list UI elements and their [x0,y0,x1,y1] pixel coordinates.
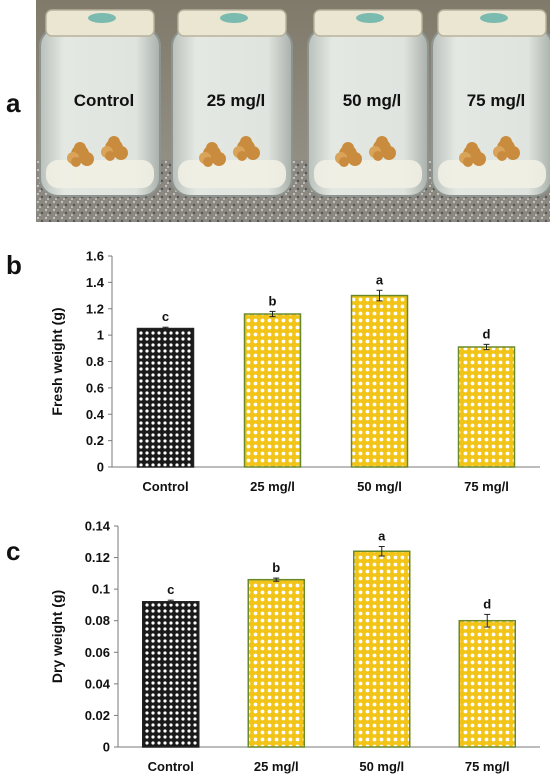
fresh-weight-chart: 0 0.2 0.4 0.6 0.8 1 1.2 1.4 1.6 Fresh weight (g) c… [49,249,540,494]
jar [171,9,293,197]
y-tick-label: 0.6 [86,380,104,395]
jar-label: 25 mg/l [207,91,266,110]
x-tick-label: 50 mg/l [357,479,402,494]
y-tick-label: 0.02 [85,708,110,723]
bar [457,346,516,468]
y-tick-label: 0 [103,740,110,755]
bar [243,313,302,468]
panel-letter-b: b [6,250,22,280]
bar [350,294,409,468]
x-tick-label: Control [148,759,194,774]
y-tick-label: 1.4 [86,275,105,290]
significance-label: a [376,272,384,287]
y-tick-label: 0.12 [85,550,110,565]
significance-label: c [162,309,169,324]
jar [431,9,550,197]
y-tick-label: 0.2 [86,433,104,448]
explant [459,142,486,167]
significance-label: c [167,582,174,597]
jar-label: 50 mg/l [343,91,402,110]
y-tick-label: 1 [97,328,104,343]
x-tick-label: 50 mg/l [359,759,404,774]
y-axis-label: Fresh weight (g) [49,307,65,415]
y-axis-label: Dry weight (g) [49,590,65,683]
y-tick-label: 0.8 [86,354,104,369]
explant [493,136,520,161]
x-tick-label: 75 mg/l [464,479,509,494]
panel-letter-c: c [6,536,21,566]
significance-label: b [272,560,280,575]
explant [233,136,260,161]
explant [369,136,396,161]
error-bar [269,310,276,318]
error-bar [167,599,174,604]
y-tick-label: 0.04 [85,676,111,691]
error-bar [273,577,280,582]
bar [142,601,200,748]
explant [335,142,362,167]
significance-label: d [483,326,491,341]
y-tick-label: 0.14 [85,519,111,534]
x-tick-label: 25 mg/l [254,759,299,774]
explant [67,142,94,167]
error-bar [376,289,383,302]
y-tick-label: 1.2 [86,301,104,316]
y-tick-label: 0.4 [86,407,105,422]
bar [458,619,516,748]
error-bar [483,343,490,351]
y-tick-label: 0.06 [85,645,110,660]
bar [247,578,305,748]
jar [39,9,161,197]
significance-label: a [378,529,386,544]
x-tick-label: 25 mg/l [250,479,295,494]
jars-photo: Control 25 mg/l 50 mg/l 75 mg/l [36,0,550,222]
jar-label: 75 mg/l [467,91,526,110]
significance-label: b [269,293,277,308]
y-tick-label: 1.6 [86,249,104,264]
bar [353,550,411,748]
error-bar [162,326,169,331]
y-tick-label: 0.08 [85,613,110,628]
panel-letter-a: a [6,88,21,118]
y-tick-label: 0.1 [92,582,110,597]
error-bar [484,613,491,628]
explant [101,136,128,161]
significance-label: d [483,596,491,611]
explant [199,142,226,167]
error-bar [378,546,385,557]
jar-label: Control [74,91,134,110]
x-tick-label: Control [142,479,188,494]
bar [136,327,195,468]
dry-weight-chart: 0 0.02 0.04 0.06 0.08 0.1 0.12 0.14 Dry weight (… [49,519,540,774]
x-tick-label: 75 mg/l [465,759,510,774]
jar [307,9,429,197]
y-tick-label: 0 [97,460,104,475]
